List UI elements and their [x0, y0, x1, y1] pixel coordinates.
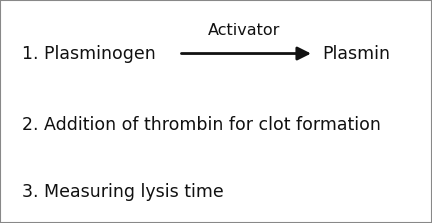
- Text: 2. Addition of thrombin for clot formation: 2. Addition of thrombin for clot formati…: [22, 116, 381, 134]
- Text: 1. Plasminogen: 1. Plasminogen: [22, 45, 156, 62]
- Text: Activator: Activator: [208, 23, 280, 38]
- Text: 3. Measuring lysis time: 3. Measuring lysis time: [22, 183, 223, 201]
- Text: Plasmin: Plasmin: [322, 45, 390, 62]
